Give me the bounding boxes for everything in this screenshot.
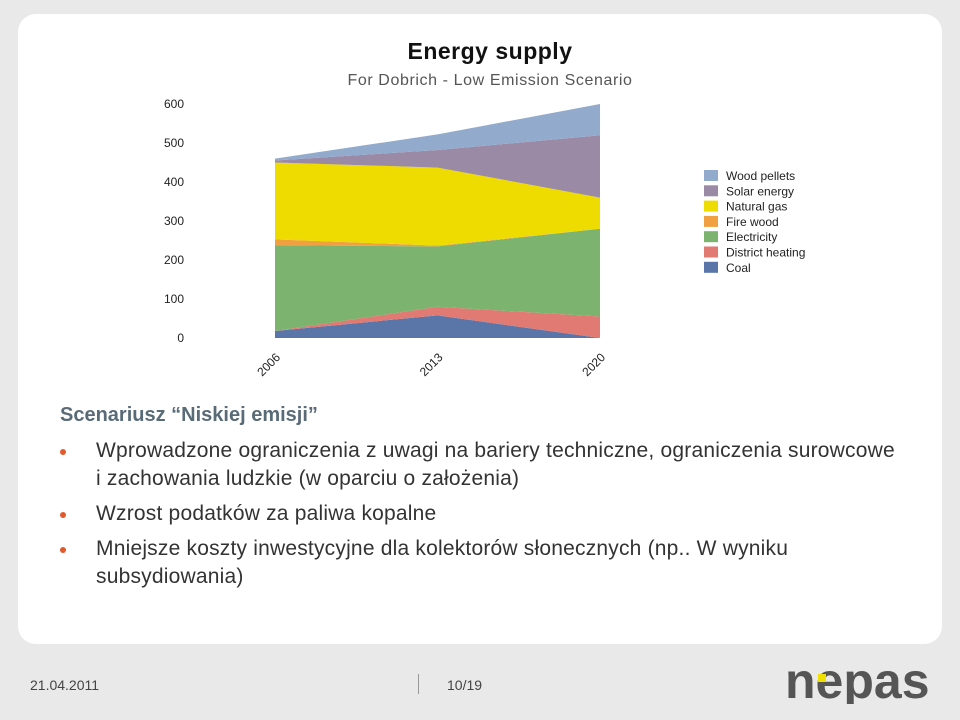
- area-series-group: [275, 104, 600, 338]
- legend-label: District heating: [726, 246, 805, 260]
- legend-swatch: [704, 170, 718, 181]
- y-tick-label: 200: [164, 253, 184, 267]
- y-tick-label: 0: [177, 331, 184, 345]
- bullet-icon: [60, 547, 66, 553]
- area-solar-energy: [275, 135, 600, 198]
- area-fire-wood: [275, 228, 600, 247]
- legend-label: Electricity: [726, 230, 777, 244]
- bullet-text: Wzrost podatków za paliwa kopalne: [96, 502, 437, 525]
- area-electricity: [275, 228, 600, 331]
- section-heading: Scenariusz “Niskiej emisji”: [60, 404, 318, 426]
- area-natural-gas: [275, 162, 600, 246]
- x-tick-label: 2013: [417, 350, 446, 379]
- area-coal: [275, 315, 600, 338]
- legend-swatch: [704, 231, 718, 243]
- legend-swatch: [704, 246, 718, 258]
- chart-title: Energy supply: [407, 38, 573, 64]
- footer-divider: [418, 674, 419, 694]
- legend-swatch: [704, 261, 718, 273]
- bullet-item: Wprowadzone ograniczenia z uwagi na bari…: [60, 437, 900, 493]
- bullet-text: Wprowadzone ograniczenia z uwagi na bari…: [96, 439, 895, 490]
- area-wood-pellets: [275, 104, 600, 161]
- y-tick-label: 400: [164, 175, 184, 189]
- logo-accent-icon: [818, 674, 826, 682]
- bullet-text: Mniejsze koszty inwestycyjne dla kolekto…: [96, 537, 789, 588]
- legend-swatch: [704, 185, 718, 197]
- chart-subtitle: For Dobrich - Low Emission Scenario: [347, 72, 633, 89]
- legend-label: Natural gas: [726, 200, 787, 214]
- footer-date: 21.04.2011: [30, 677, 100, 693]
- bullet-icon: [60, 449, 66, 455]
- x-tick-label: 2006: [254, 350, 283, 379]
- legend-label: Solar energy: [726, 184, 794, 198]
- y-axis-ticks: 0 100 200 300 400 500 600: [164, 97, 184, 345]
- logo-text: nepas: [785, 658, 930, 704]
- y-tick-label: 600: [164, 97, 184, 111]
- bullet-list: Wprowadzone ograniczenia z uwagi na bari…: [60, 437, 900, 598]
- legend-label: Coal: [726, 261, 751, 275]
- legend-swatch: [704, 200, 718, 212]
- area-district-heating: [275, 306, 600, 338]
- page-number: 10/19: [447, 677, 483, 693]
- chart: 0 100 200 300 400 500 600 2006 2013 2020 Wood pe…: [164, 97, 805, 379]
- legend-swatch: [704, 215, 718, 227]
- bullet-icon: [60, 512, 66, 518]
- bullet-item: Mniejsze koszty inwestycyjne dla kolekto…: [60, 535, 900, 591]
- y-tick-label: 100: [164, 292, 184, 306]
- x-axis-ticks: 2006 2013 2020: [254, 350, 608, 379]
- bullet-item: Wzrost podatków za paliwa kopalne: [60, 500, 900, 528]
- y-tick-label: 500: [164, 136, 184, 150]
- legend-label: Wood pellets: [726, 169, 795, 183]
- y-tick-label: 300: [164, 214, 184, 228]
- nepas-logo: nepas: [785, 658, 930, 704]
- legend-label: Fire wood: [726, 215, 779, 229]
- x-tick-label: 2020: [579, 350, 608, 379]
